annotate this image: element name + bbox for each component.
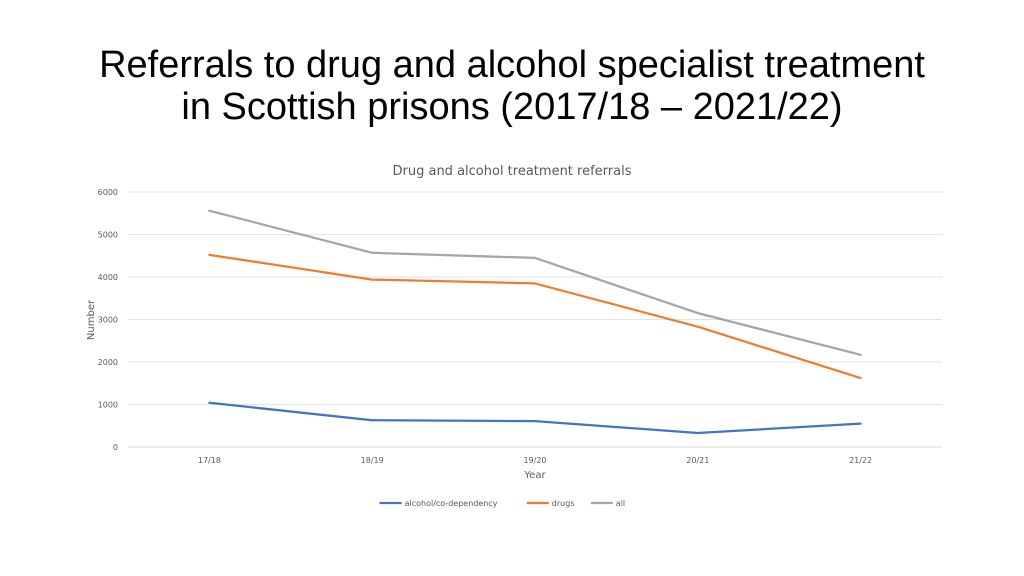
x-tick-label: 20/21: [686, 456, 709, 465]
legend-item: all: [590, 499, 625, 508]
legend-label: drugs: [552, 499, 575, 508]
x-tick-label: 19/20: [523, 456, 546, 465]
y-tick-label: 5000: [98, 231, 118, 240]
series-line-all: [208, 209, 862, 356]
slide-title-line-1: Referrals to drug and alcohol specialist…: [99, 44, 925, 86]
x-tick-label: 17/18: [198, 456, 221, 465]
legend-label: all: [616, 499, 625, 508]
gridlines: [128, 191, 942, 448]
slide-title-line-2: in Scottish prisons (2017/18 – 2021/22): [181, 86, 843, 128]
legend: alcohol/co-dependency drugs all: [379, 499, 625, 508]
legend-label: alcohol/co-dependency: [405, 499, 498, 508]
y-axis-ticks: 0 1000 2000 3000 4000 5000 6000: [98, 188, 118, 452]
chart-title: Drug and alcohol treatment referrals: [393, 164, 632, 179]
x-axis-ticks: 17/18 18/19 19/20 20/21 21/22: [198, 456, 872, 465]
y-tick-label: 0: [113, 443, 118, 452]
series-line-alcohol-co-dependency: [208, 401, 862, 435]
y-tick-label: 2000: [98, 358, 118, 367]
legend-item: drugs: [526, 499, 575, 508]
x-tick-label: 21/22: [849, 456, 872, 465]
series-line-drugs: [208, 253, 862, 380]
slide-title: Referrals to drug and alcohol specialist…: [0, 44, 1024, 128]
legend-item: alcohol/co-dependency: [379, 499, 498, 508]
y-tick-label: 1000: [98, 401, 118, 410]
y-tick-label: 3000: [98, 316, 118, 325]
x-tick-label: 18/19: [361, 456, 384, 465]
y-tick-label: 4000: [98, 273, 118, 282]
x-axis-label: Year: [523, 470, 546, 481]
series-lines: [208, 209, 862, 435]
y-axis-label: Number: [86, 299, 97, 340]
y-tick-label: 6000: [98, 188, 118, 197]
